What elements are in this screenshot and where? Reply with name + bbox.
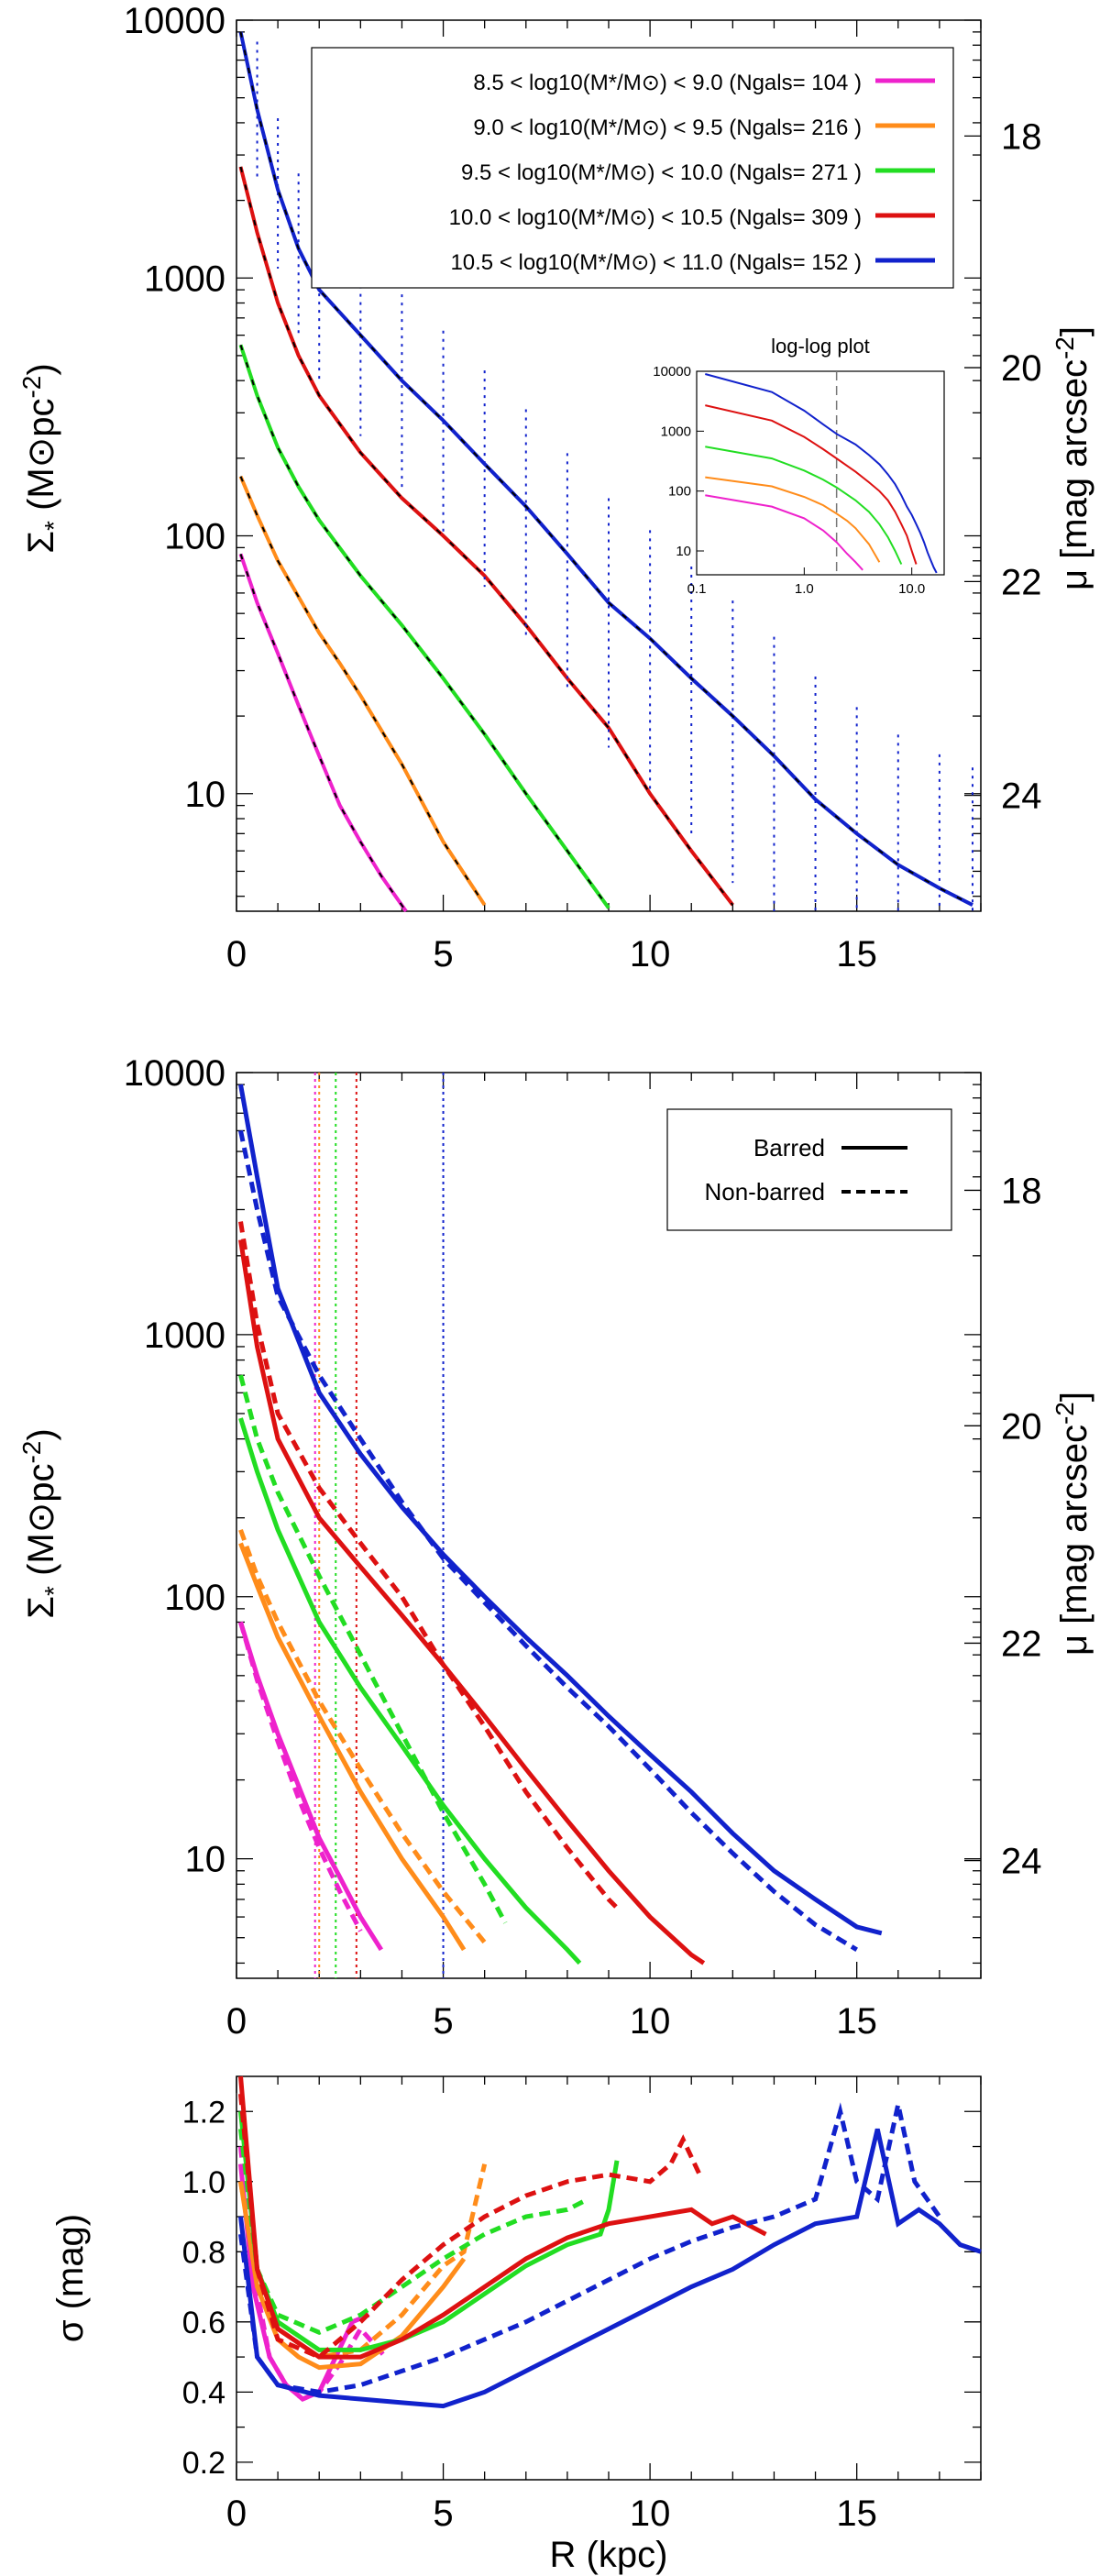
series-line-non-barred (238, 1221, 619, 1910)
x-tick-label: 0 (226, 2001, 247, 2042)
inset-y-tick-label: 1000 (661, 424, 691, 439)
legend-label: 9.0 < log10(M*/M⊙) < 9.5 (Ngals= 216 ) (473, 116, 862, 140)
inset-series-line (705, 476, 881, 563)
x-tick-label: 5 (433, 934, 453, 974)
sigma-line-non-barred (238, 2102, 941, 2394)
legend-label: 9.5 < log10(M*/M⊙) < 10.0 (Ngals= 271 ) (461, 160, 862, 185)
series-line-non-barred (238, 1374, 508, 1924)
x-tick-label: 15 (836, 2493, 877, 2534)
inset-x-tick-label: 1.0 (795, 581, 814, 597)
inset-y-tick-label: 10000 (653, 364, 691, 380)
legend-top: 8.5 < log10(M*/M⊙) < 9.0 (Ngals= 104 ) 9.… (311, 47, 954, 289)
sigma-line-barred (238, 2128, 982, 2409)
panel-top: 10 100 1000 10000 0 5 10 15 18 20 22 24 Σ* (M⊙pc-… (17, 1, 1094, 974)
y-axis-label-left-middle: Σ* (M⊙pc-2) (17, 1428, 68, 1618)
y-tick-label: 10000 (124, 1, 226, 41)
y-tick-label: 0.4 (182, 2375, 226, 2410)
y-tick-label: 100 (164, 1578, 226, 1618)
series-line (238, 344, 610, 909)
sigma-line-barred (238, 2181, 467, 2371)
series-line-barred (238, 1542, 467, 1952)
sigma-line-non-barred (238, 2093, 702, 2360)
series-line (238, 475, 487, 907)
y-tick-label: 10 (185, 775, 226, 815)
y-tick-label: 1.2 (182, 2095, 226, 2130)
x-tick-label: 15 (836, 934, 877, 974)
right-tick-label: 22 (1001, 1624, 1042, 1664)
series-line-barred (238, 1239, 706, 1965)
y-tick-label: 0.2 (182, 2446, 226, 2481)
legend-box-middle (666, 1108, 952, 1231)
y-tick-label: 0.6 (182, 2306, 226, 2340)
inset-frame (696, 370, 945, 576)
legend-label: Non-barred (704, 1178, 825, 1205)
x-tick-label: 10 (630, 2493, 671, 2534)
y-tick-label: 1000 (144, 1316, 226, 1356)
legend-label: 10.0 < log10(M*/M⊙) < 10.5 (Ngals= 309 ) (449, 205, 862, 230)
series-overlay-dashes (239, 166, 734, 906)
inset-y-tick-label: 100 (668, 484, 691, 500)
sigma-line-barred (238, 2075, 767, 2360)
right-tick-label: 20 (1001, 1406, 1042, 1447)
right-tick-label: 18 (1001, 1171, 1042, 1211)
legend-label: Barred (754, 1134, 825, 1161)
right-tick-label: 20 (1001, 348, 1042, 389)
x-tick-label: 0 (226, 934, 247, 974)
panel-middle: 10 100 1000 10000 0 5 10 15 18 20 22 24 Σ* (M⊙pc-… (17, 1053, 1094, 2042)
x-tick-label: 10 (630, 2001, 671, 2042)
series-line-barred (238, 1084, 883, 1936)
y-tick-label: 10 (185, 1840, 226, 1880)
right-tick-label: 22 (1001, 562, 1042, 602)
y-axis-label-bottom: σ (mag) (50, 2214, 91, 2342)
inset-y-tick-label: 10 (676, 544, 691, 559)
series-overlay-dashes (239, 31, 974, 907)
series-line-non-barred (238, 1129, 858, 1952)
legend-label: 10.5 < log10(M*/M⊙) < 11.0 (Ngals= 152 ) (450, 250, 862, 275)
y-tick-label: 0.8 (182, 2235, 226, 2270)
y-axis-label-right-top: μ [mag arcsec-2] (1050, 326, 1094, 590)
y-axis-label-left-top: Σ* (M⊙pc-2) (17, 363, 68, 553)
x-tick-label: 5 (433, 2493, 453, 2534)
x-axis-label-bottom: R (kpc) (550, 2535, 668, 2575)
inset-series-line (705, 494, 864, 571)
legend-label: 8.5 < log10(M*/M⊙) < 9.0 (Ngals= 104 ) (473, 71, 862, 95)
x-tick-label: 10 (630, 934, 671, 974)
inset-series-line (705, 373, 938, 574)
y-tick-label: 10000 (124, 1053, 226, 1094)
y-tick-label: 100 (164, 517, 226, 557)
x-tick-label: 0 (226, 2493, 247, 2534)
series-overlay-dashes (239, 344, 610, 909)
sigma-line-non-barred (238, 2129, 589, 2336)
right-tick-label: 18 (1001, 116, 1042, 157)
inset-title: log-log plot (771, 335, 870, 358)
x-tick-label: 5 (433, 2001, 453, 2042)
y-tick-label: 1.0 (182, 2165, 226, 2200)
series-line-barred (238, 1417, 582, 1965)
legend-middle: Barred Non-barred (666, 1108, 952, 1231)
x-tick-label: 15 (836, 2001, 877, 2042)
inset-series-line (705, 446, 903, 565)
y-tick-label: 1000 (144, 259, 226, 299)
inset-x-tick-label: 0.1 (688, 581, 707, 597)
sigma-line-non-barred (238, 2146, 388, 2402)
series-line (238, 553, 408, 913)
right-tick-label: 24 (1001, 1842, 1042, 1882)
series-line-non-barred (238, 1528, 487, 1944)
panel-bottom: 0.2 0.4 0.6 0.8 1.0 1.2 0 5 10 15 σ (mag) R (kpc… (50, 2075, 982, 2575)
inset-series-line (705, 404, 918, 565)
inset-x-tick-label: 10.0 (898, 581, 925, 597)
inset-log-log: log-log plot 10 100 1000 10000 0.1 1.0 10.0 (653, 335, 945, 597)
legend-box-top (311, 47, 954, 289)
series-line-non-barred (238, 1621, 363, 1932)
right-tick-label: 24 (1001, 776, 1042, 817)
y-axis-label-right-middle: μ [mag arcsec-2] (1050, 1392, 1094, 1656)
sigma-line-barred (238, 2111, 620, 2352)
series-line-barred (238, 1621, 384, 1952)
